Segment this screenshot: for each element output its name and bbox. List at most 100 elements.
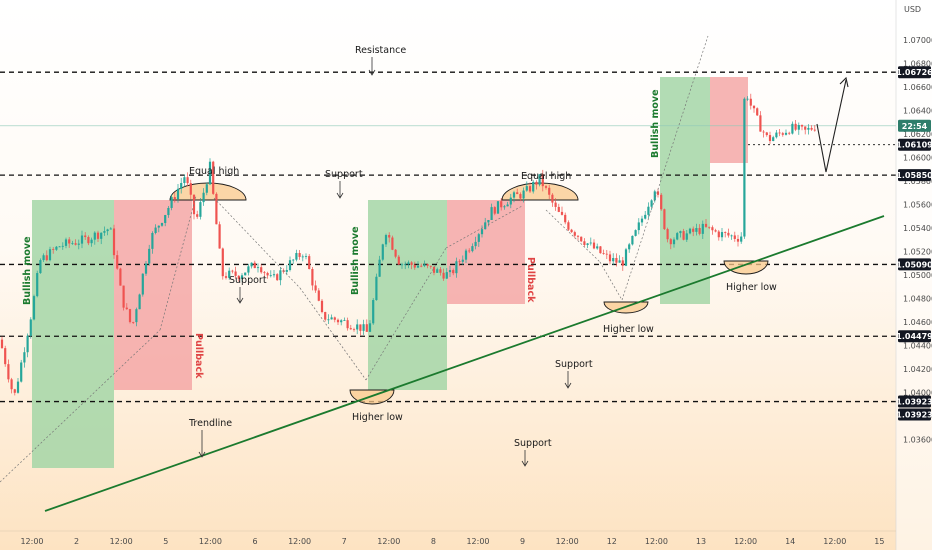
support-label-2: Support xyxy=(229,275,267,286)
y-tick-label: 1.06800 xyxy=(903,60,932,69)
y-tick-label: 1.06000 xyxy=(903,154,932,163)
candle-body xyxy=(512,192,516,198)
candle-body xyxy=(557,206,560,212)
candle-body xyxy=(154,227,157,233)
candle-body xyxy=(653,191,656,201)
equal-high-label-1: Equal high xyxy=(189,166,239,177)
price-axis-background xyxy=(896,0,932,550)
candle-body xyxy=(567,222,570,230)
resistance-arrow xyxy=(368,57,376,76)
candle-body xyxy=(61,245,64,247)
candle-body xyxy=(682,231,685,240)
candle-body xyxy=(288,260,292,270)
support-arrow-2 xyxy=(236,287,244,304)
higher-low-label-3: Higher low xyxy=(726,282,777,293)
helper-dotted-line xyxy=(365,247,447,381)
candle-body xyxy=(416,265,420,268)
candle-body xyxy=(212,161,215,194)
candle-body xyxy=(612,258,615,262)
candle-body xyxy=(45,255,48,261)
y-tick-label: 1.06600 xyxy=(903,83,932,92)
candle-body xyxy=(234,271,237,276)
x-tick-label: 12 xyxy=(607,537,617,546)
candle-body xyxy=(522,190,525,199)
candle-body xyxy=(237,275,240,279)
x-tick-label: 2 xyxy=(74,537,79,546)
candle-body xyxy=(189,183,192,195)
y-tick-label: 1.04800 xyxy=(903,295,932,304)
price-badge-label: 1.03923 xyxy=(896,398,932,407)
time-axis[interactable]: 12:00 2 12:00 5 12:00 6 12:00 7 12:00 8 12:00 9 12:0… xyxy=(20,537,884,546)
candle-body xyxy=(592,242,596,249)
candle-body xyxy=(772,137,775,142)
candle-body xyxy=(100,232,103,239)
candle-body xyxy=(618,260,621,263)
candle-body xyxy=(112,228,116,256)
candle-body xyxy=(589,242,592,244)
candle-body xyxy=(688,228,692,234)
candle-body xyxy=(573,232,576,236)
candle-body xyxy=(605,253,608,255)
candle-body xyxy=(32,296,36,320)
candle-body xyxy=(327,319,330,321)
candle-body xyxy=(372,300,375,324)
candle-body xyxy=(784,132,788,135)
candle-body xyxy=(570,229,573,233)
x-tick-label: 12:00 xyxy=(20,537,43,546)
price-levels-layer xyxy=(0,71,896,403)
projection-arrowhead xyxy=(839,76,849,88)
candle-body xyxy=(167,207,170,216)
candle-body xyxy=(746,98,749,100)
candle-body xyxy=(368,323,372,332)
candle-body xyxy=(106,229,109,232)
candle-body xyxy=(186,177,189,184)
pullback-label-1: Pullback xyxy=(193,333,204,379)
candle-body xyxy=(701,223,704,234)
candle-body xyxy=(660,194,663,210)
candle-body xyxy=(439,269,442,273)
y-tick-label: 1.06400 xyxy=(903,107,932,116)
candle-body xyxy=(304,256,308,257)
candle-body xyxy=(20,362,23,382)
candle-body xyxy=(797,125,800,130)
support-label-1: Support xyxy=(325,169,363,180)
candle-body xyxy=(135,309,138,323)
candle-body xyxy=(308,256,311,270)
candle-body xyxy=(708,226,711,228)
candle-body xyxy=(724,232,727,233)
candle-body xyxy=(250,262,253,267)
candle-body xyxy=(608,254,612,262)
trendline-label: Trendline xyxy=(188,418,232,429)
y-tick-label: 1.05800 xyxy=(903,177,932,186)
pullback-zone-2 xyxy=(447,200,525,304)
candle-body xyxy=(71,243,74,245)
candle-body xyxy=(560,211,564,215)
candle-body xyxy=(394,249,397,257)
candle-body xyxy=(676,233,679,240)
candle-body xyxy=(720,232,724,238)
candle-body xyxy=(324,312,327,320)
candle-body xyxy=(727,232,730,236)
candle-body xyxy=(656,191,660,195)
x-tick-label: 12:00 xyxy=(110,537,133,546)
candle-body xyxy=(480,229,484,235)
candle-body xyxy=(80,235,84,244)
candle-body xyxy=(375,276,378,301)
trendline-line[interactable] xyxy=(44,215,885,512)
price-badges: 1.06726 1.05850 1.05090 1.04479 1.03923 1.061… xyxy=(896,66,932,421)
price-badge xyxy=(898,395,931,408)
candle-body xyxy=(426,264,429,266)
candle-body xyxy=(599,246,602,254)
candle-body xyxy=(474,241,477,247)
candle-body xyxy=(458,261,461,263)
x-tick-label: 5 xyxy=(163,537,168,546)
candle-body xyxy=(228,270,231,278)
candle-body xyxy=(391,237,394,250)
candle-body xyxy=(58,246,61,248)
pullback-zone-3 xyxy=(710,77,748,163)
equal-high-label-2: Equal high xyxy=(521,171,571,182)
candle-body xyxy=(794,123,797,130)
candle-body xyxy=(650,200,653,207)
